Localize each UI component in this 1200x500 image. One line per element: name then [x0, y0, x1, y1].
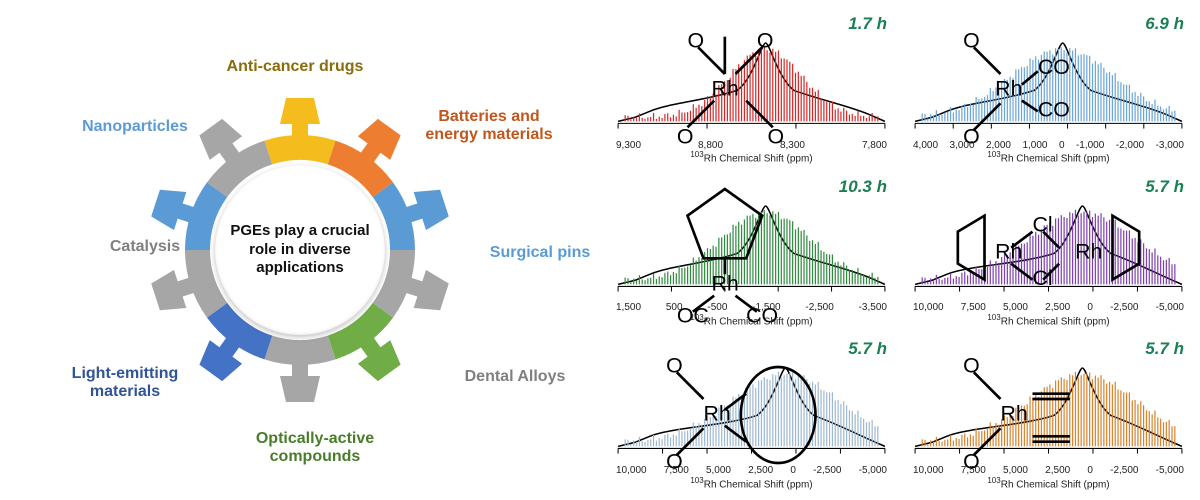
gear-label: Anti-cancer drugs [210, 58, 380, 76]
svg-text:Rh: Rh [1000, 402, 1027, 426]
axis-ticks: 10,0007,5005,0002,5000-2,500-5,000 [913, 465, 1184, 476]
svg-text:CO: CO [1038, 98, 1070, 122]
axis-ticks: 10,0007,5005,0002,5000-2,500-5,000 [616, 465, 887, 476]
axis-label: 103Rh Chemical Shift (ppm) [610, 476, 893, 490]
spectrum-panel: RhOO5.7 h10,0007,5005,0002,5000-2,500-5,… [610, 335, 893, 490]
svg-text:Cl: Cl [1032, 266, 1052, 290]
spectrum-time-label: 5.7 h [1145, 177, 1184, 197]
gear-hub-text: PGEs play a crucial role in diverse appl… [223, 222, 377, 278]
gear-infographic: PGEs play a crucial role in diverse appl… [0, 0, 600, 500]
svg-text:Rh: Rh [995, 76, 1022, 100]
svg-text:CO: CO [1038, 55, 1070, 79]
gear-label: Surgical pins [455, 244, 625, 262]
spectrum-time-label: 1.7 h [848, 14, 887, 34]
axis-label: 103Rh Chemical Shift (ppm) [610, 150, 893, 164]
gear-tooth [280, 98, 320, 138]
figure-canvas: PGEs play a crucial role in diverse appl… [0, 0, 1200, 500]
gear-label: Batteries andenergy materials [404, 108, 574, 145]
gear-label: Light-emittingmaterials [40, 365, 210, 402]
axis-label: 103Rh Chemical Shift (ppm) [907, 476, 1190, 490]
svg-text:Rh: Rh [1075, 239, 1102, 263]
svg-text:O: O [688, 28, 705, 52]
gear-tooth [149, 266, 199, 316]
gear-tooth [149, 184, 199, 234]
gear-tooth [350, 115, 406, 171]
axis-label: 103Rh Chemical Shift (ppm) [907, 150, 1190, 164]
spectrum-panel: RhOCCO10.3 h1,500500-500-1,500-2,500-3,5… [610, 173, 893, 328]
gear-label: Nanoparticles [50, 118, 220, 136]
gear-tooth [350, 329, 406, 385]
svg-text:O: O [666, 354, 683, 378]
svg-text:Rh: Rh [711, 271, 738, 295]
spectrum-panel: RhOO5.7 h10,0007,5005,0002,5000-2,500-5,… [907, 335, 1190, 490]
gear-hub: PGEs play a crucial role in diverse appl… [215, 165, 385, 335]
spectrum-panel: RhOOOO1.7 h9,3008,8008,3007,800103Rh Che… [610, 10, 893, 165]
svg-text:Rh: Rh [712, 76, 739, 100]
axis-ticks: 1,500500-500-1,500-2,500-3,500 [616, 302, 887, 313]
axis-ticks: 10,0007,5005,0002,5000-2,500-5,000 [913, 302, 1184, 313]
gear-label: Optically-activecompounds [230, 430, 400, 467]
axis-label: 103Rh Chemical Shift (ppm) [907, 313, 1190, 327]
axis-ticks: 4,0003,0002,0001,0000-1,000-2,000-3,000 [913, 140, 1184, 151]
axis-ticks: 9,3008,8008,3007,800 [616, 140, 887, 151]
svg-text:Cl: Cl [1032, 212, 1052, 236]
svg-text:O: O [757, 28, 774, 52]
spectrum-time-label: 6.9 h [1145, 14, 1184, 34]
spectrum-panel: RhRhClCl5.7 h10,0007,5005,0002,5000-2,50… [907, 173, 1190, 328]
spectrum-time-label: 5.7 h [1145, 339, 1184, 359]
svg-text:O: O [963, 28, 980, 52]
svg-text:Rh: Rh [703, 402, 730, 426]
spectrum-time-label: 10.3 h [839, 177, 887, 197]
spectrum-panel: RhOOCOCO6.9 h4,0003,0002,0001,0000-1,000… [907, 10, 1190, 165]
spectrum-time-label: 5.7 h [848, 339, 887, 359]
gear-tooth [400, 184, 450, 234]
gear-label: Dental Alloys [430, 368, 600, 386]
gear-label: Catalysis [60, 238, 230, 256]
gear-tooth [400, 266, 450, 316]
gear-tooth [280, 362, 320, 402]
spectra-grid: RhOOOO1.7 h9,3008,8008,3007,800103Rh Che… [610, 10, 1190, 490]
svg-text:O: O [963, 354, 980, 378]
axis-label: 103Rh Chemical Shift (ppm) [610, 313, 893, 327]
